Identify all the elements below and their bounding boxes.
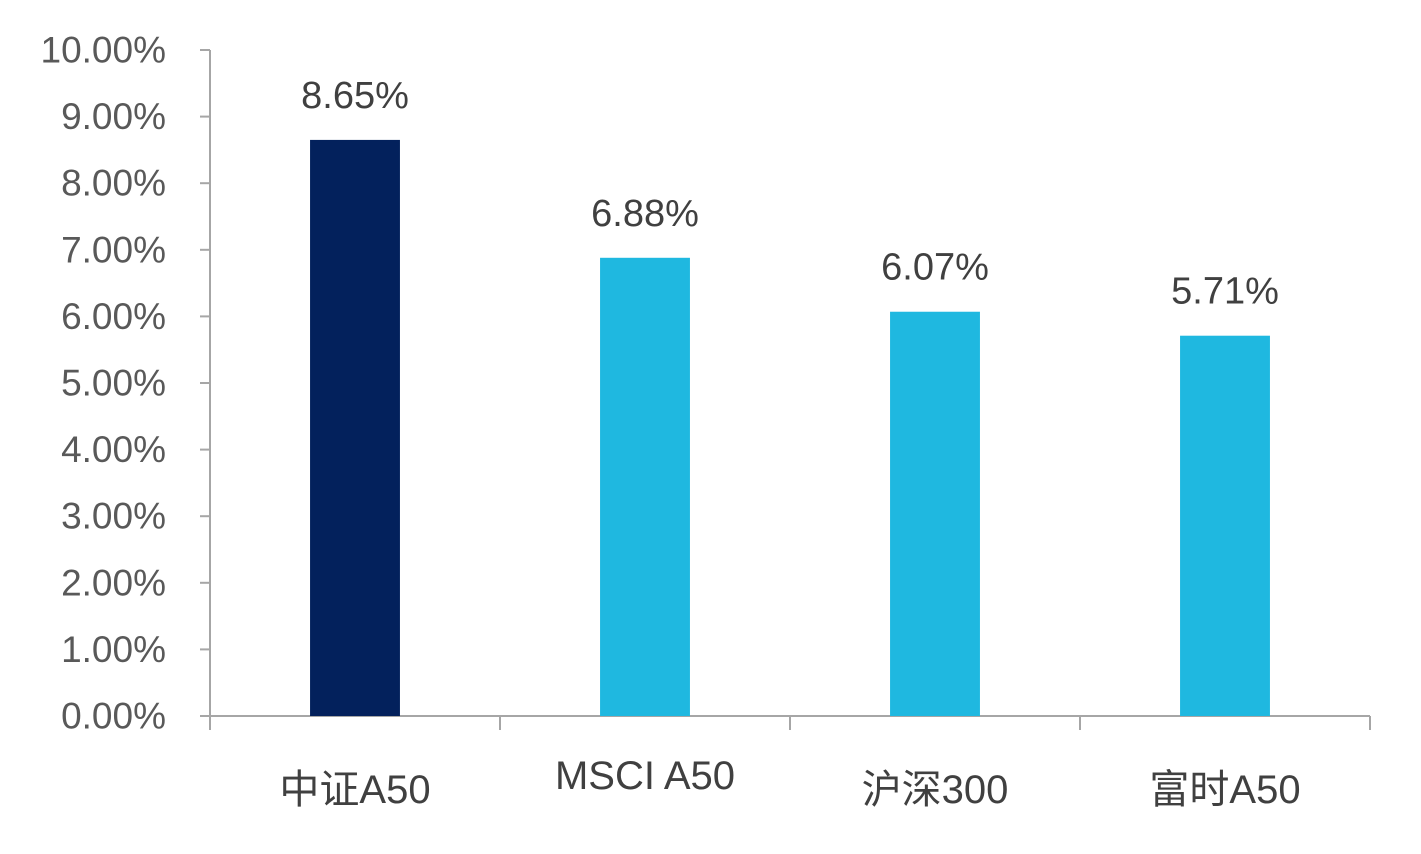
x-category-label: 沪深300 xyxy=(862,768,1009,812)
y-tick-label: 0.00% xyxy=(61,696,166,737)
data-labels: 8.65% 6.88% 6.07% 5.71% xyxy=(301,75,1279,313)
y-tick-label: 1.00% xyxy=(61,629,166,670)
y-tick-label: 7.00% xyxy=(61,229,166,270)
y-tick-label: 4.00% xyxy=(61,429,166,470)
y-tick-label: 6.00% xyxy=(61,296,166,337)
y-tick-label: 2.00% xyxy=(61,562,166,603)
bar xyxy=(890,311,980,716)
y-tick-label: 10.00% xyxy=(41,30,167,71)
y-tick-label: 3.00% xyxy=(61,496,166,537)
y-tick-label: 5.00% xyxy=(61,363,166,404)
bar-value-label: 5.71% xyxy=(1171,271,1279,313)
y-tick-label: 9.00% xyxy=(61,96,166,137)
x-axis: 中证A50 MSCI A50 沪深300 富时A50 xyxy=(209,715,1371,812)
bar xyxy=(310,139,400,716)
bar-value-label: 6.07% xyxy=(881,247,989,289)
bar xyxy=(600,257,690,716)
y-tick-label: 8.00% xyxy=(61,163,166,204)
x-category-label: MSCI A50 xyxy=(555,754,735,798)
bar-value-label: 8.65% xyxy=(301,75,409,117)
bars xyxy=(310,139,1270,716)
y-axis: 0.00% 1.00% 2.00% 3.00% 4.00% 5.00% 6.00% 7.00%… xyxy=(41,30,211,737)
x-category-label: 中证A50 xyxy=(279,768,430,812)
bar xyxy=(1180,335,1270,716)
bar-value-label: 6.88% xyxy=(591,193,699,235)
x-category-label: 富时A50 xyxy=(1149,768,1300,812)
